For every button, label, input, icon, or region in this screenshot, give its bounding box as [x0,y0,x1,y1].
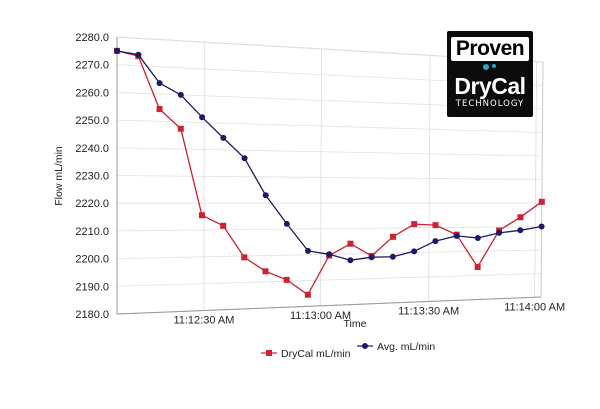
y-gridline [116,175,543,180]
data-point [453,232,460,239]
y-tick-label: 2220.0 [75,198,109,210]
data-point [262,192,269,199]
x-tick-label: 11:12:30 AM [173,315,234,327]
x-axis-title: Time [344,318,367,330]
data-point [283,220,290,227]
data-point [538,198,545,205]
data-point [432,238,439,245]
drycal-logo: Proven DryCal TECHNOLOGY [447,31,533,117]
y-tick-label: 2180.0 [75,309,109,321]
data-point [347,257,354,264]
y-tick-label: 2280.0 [75,32,109,44]
legend-label-avg: Avg. mL/min [377,341,435,353]
data-point [517,214,524,221]
data-point [304,247,311,254]
x-gridline [320,48,322,306]
y-tick-label: 2270.0 [75,60,109,72]
y-tick-label: 2200.0 [75,254,109,266]
data-point [304,291,311,298]
y-axis-title: Flow mL/min [53,146,65,206]
tick-labels: 2180.0 2190.0 2200.0 2210.0 2220.0 2230.0 2240… [75,32,565,327]
data-point [389,233,396,240]
data-point [538,223,545,230]
data-point [389,253,396,260]
series-layer [114,47,545,298]
y-gridline [116,147,543,157]
data-point [474,235,481,242]
y-tick-label: 2190.0 [75,281,109,293]
legend-marker-avg [362,343,368,349]
data-point [326,251,333,258]
y-tick-label: 2260.0 [75,87,109,99]
x-gridline [428,55,431,302]
y-tick-label: 2210.0 [75,226,109,238]
logo-drycal-text: DryCal [454,73,526,99]
data-point [241,155,248,162]
data-point [262,268,269,275]
legend-label-drycal: DryCal mL/min [281,348,351,360]
data-point [496,229,503,236]
data-point [283,276,290,283]
y-tick-label: 2230.0 [75,171,109,183]
logo-dots-icon [483,64,496,70]
data-point [432,222,439,229]
y-tick-label: 2250.0 [75,115,109,127]
data-point [517,227,524,234]
data-point [198,212,205,219]
x-tick-label: 11:14:00 AM [504,301,565,313]
data-point [135,51,142,58]
data-point [474,263,481,270]
data-point [347,240,354,247]
y-gridline [116,226,542,232]
data-point [156,106,163,113]
data-point [220,222,227,229]
x-tick-label: 11:13:30 AM [398,306,459,318]
legend-marker-drycal [266,350,272,356]
data-point [220,134,227,141]
logo-technology-text: TECHNOLOGY [455,99,525,109]
data-point [156,80,163,87]
data-point [177,125,184,132]
x-gridline [534,61,538,298]
data-point [241,254,248,261]
data-point [368,254,375,261]
axes [116,37,542,315]
y-gridline [116,119,543,133]
data-point [411,221,418,228]
y-gridline [116,273,542,287]
x-tick-label: 11:13:00 AM [290,310,351,322]
logo-proven-text: Proven [450,37,530,61]
data-point [114,47,120,54]
data-point [411,248,418,255]
y-tick-label: 2240.0 [75,143,109,155]
data-point [177,91,184,98]
x-axis-line [116,296,542,315]
legend: DryCal mL/min Avg. mL/min [261,341,435,360]
data-point [199,114,206,121]
